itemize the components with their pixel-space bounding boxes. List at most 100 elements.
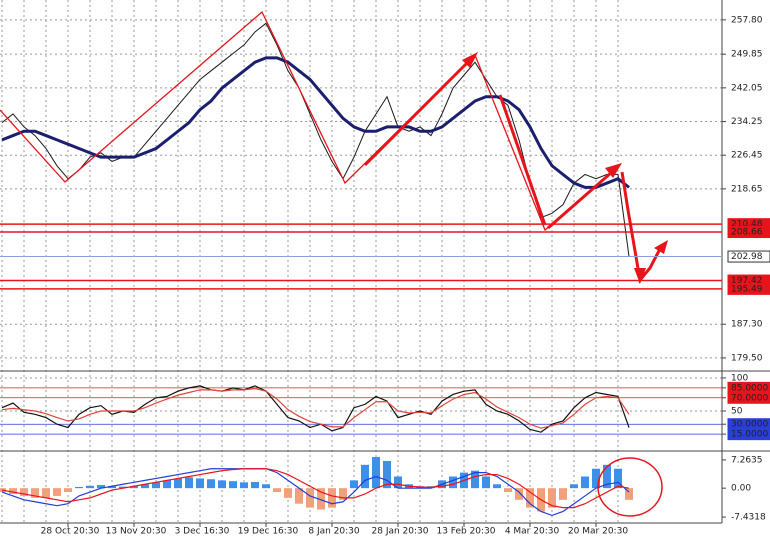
histogram-bar bbox=[185, 477, 193, 489]
histogram-bar bbox=[108, 486, 116, 489]
y-tick-label: 7.2635 bbox=[731, 455, 763, 465]
level-label: 197.42 bbox=[731, 276, 763, 286]
histogram-bar bbox=[75, 487, 83, 489]
histogram-bar bbox=[97, 485, 105, 489]
arrow-head bbox=[654, 240, 668, 254]
arrow bbox=[363, 58, 472, 167]
x-tick-label: 13 Nov 20:30 bbox=[106, 527, 167, 537]
histogram-bar bbox=[350, 480, 358, 489]
series-line bbox=[1, 385, 630, 433]
y-tick-label-box bbox=[727, 391, 770, 404]
histogram-bar bbox=[42, 488, 50, 498]
histogram-bar bbox=[339, 488, 347, 500]
histogram-bar bbox=[218, 480, 226, 489]
histogram-bar bbox=[20, 488, 28, 496]
level-label: 208.66 bbox=[731, 228, 763, 238]
arrow-head bbox=[462, 52, 478, 68]
histogram-bar bbox=[361, 464, 369, 489]
zigzag bbox=[0, 10, 621, 232]
y-tick-label: 179.50 bbox=[731, 353, 763, 363]
x-tick-label: 20 Mar 20:30 bbox=[568, 527, 628, 537]
histogram-bar bbox=[471, 470, 479, 489]
histogram-bar bbox=[515, 488, 523, 500]
histogram-bar bbox=[174, 478, 182, 489]
y-tick-label: 218.65 bbox=[731, 184, 763, 194]
histogram-bar bbox=[64, 488, 72, 493]
y-tick-label: 187.30 bbox=[731, 320, 763, 330]
histogram-bar bbox=[163, 480, 171, 489]
histogram-bar bbox=[504, 488, 512, 493]
y-tick-label: 85.0000 bbox=[731, 383, 768, 393]
y-tick-label: 50 bbox=[731, 407, 743, 417]
histogram-bar bbox=[262, 484, 270, 489]
x-tick-label: 8 Jan 20:30 bbox=[308, 527, 360, 537]
histogram-bar bbox=[53, 488, 61, 496]
histogram-bar bbox=[240, 482, 248, 489]
y-tick-label: 70.0000 bbox=[731, 393, 768, 403]
y-tick-label: 257.80 bbox=[731, 15, 763, 25]
histogram-bar bbox=[592, 468, 600, 489]
y-tick-label: -7.4318 bbox=[731, 513, 766, 523]
y-tick-label: 249.85 bbox=[731, 50, 763, 60]
series-line bbox=[1, 56, 630, 189]
histogram-bar bbox=[482, 476, 490, 489]
arrow-head bbox=[605, 163, 622, 178]
histogram-bar bbox=[284, 488, 292, 498]
histogram-bar bbox=[493, 484, 501, 489]
x-tick-label: 19 Dec 16:30 bbox=[238, 527, 299, 537]
histogram-bar bbox=[130, 486, 138, 489]
histogram-bar bbox=[570, 484, 578, 489]
y-tick-label: 30.0000 bbox=[731, 420, 768, 430]
highlight-circle bbox=[597, 457, 663, 517]
x-tick-label: 3 Dec 16:30 bbox=[175, 527, 230, 537]
series-line bbox=[1, 468, 630, 517]
x-tick-label: 28 Jan 20:30 bbox=[372, 527, 429, 537]
y-tick-label-box bbox=[727, 428, 770, 441]
histogram-bar bbox=[372, 457, 380, 489]
histogram-bar bbox=[119, 486, 127, 489]
x-tick-label: 4 Mar 20:30 bbox=[505, 527, 560, 537]
histogram-bar bbox=[317, 488, 325, 510]
histogram-bar bbox=[141, 484, 149, 489]
arrow-head bbox=[634, 268, 646, 284]
histogram-bar bbox=[207, 479, 215, 489]
last-price-label-box bbox=[727, 250, 770, 263]
arrow bbox=[498, 94, 547, 226]
level-label-box bbox=[727, 282, 770, 295]
histogram-bar bbox=[31, 488, 39, 498]
plots bbox=[0, 22, 633, 517]
histogram-bar bbox=[196, 478, 204, 489]
histogram-bar bbox=[625, 488, 633, 500]
histogram-bar bbox=[328, 488, 336, 508]
histogram-bar bbox=[251, 481, 259, 489]
y-tick-label: 100 bbox=[731, 373, 748, 383]
level-label-box bbox=[727, 226, 770, 239]
histogram-bar bbox=[559, 488, 567, 500]
level-label: 195.49 bbox=[731, 284, 763, 294]
histogram-bar bbox=[273, 488, 281, 493]
histogram-bar bbox=[229, 481, 237, 489]
level-label: 210.48 bbox=[731, 220, 763, 230]
histogram-bar bbox=[548, 488, 556, 508]
series-line bbox=[1, 468, 630, 509]
x-tick-label: 13 Feb 20:30 bbox=[436, 527, 495, 537]
y-tick-label: 234.25 bbox=[731, 117, 763, 127]
histogram-bar bbox=[603, 464, 611, 489]
histogram-bar bbox=[526, 488, 534, 508]
y-tick-label: 0.00 bbox=[731, 484, 751, 494]
histogram-bar bbox=[394, 476, 402, 489]
histogram-bar bbox=[449, 476, 457, 489]
y-tick-label: 226.45 bbox=[731, 151, 763, 161]
histogram-bar bbox=[9, 488, 17, 494]
histogram-bar bbox=[581, 476, 589, 489]
histogram-bar bbox=[306, 488, 314, 508]
histogram-bar bbox=[295, 488, 303, 504]
y-tick-label: 15.0000 bbox=[731, 430, 768, 440]
series-line bbox=[1, 387, 630, 429]
histogram-bar bbox=[614, 468, 622, 489]
x-tick-label: 28 Oct 20:30 bbox=[41, 527, 100, 537]
last-price-label: 202.98 bbox=[731, 252, 763, 262]
histogram-bar bbox=[383, 460, 391, 489]
